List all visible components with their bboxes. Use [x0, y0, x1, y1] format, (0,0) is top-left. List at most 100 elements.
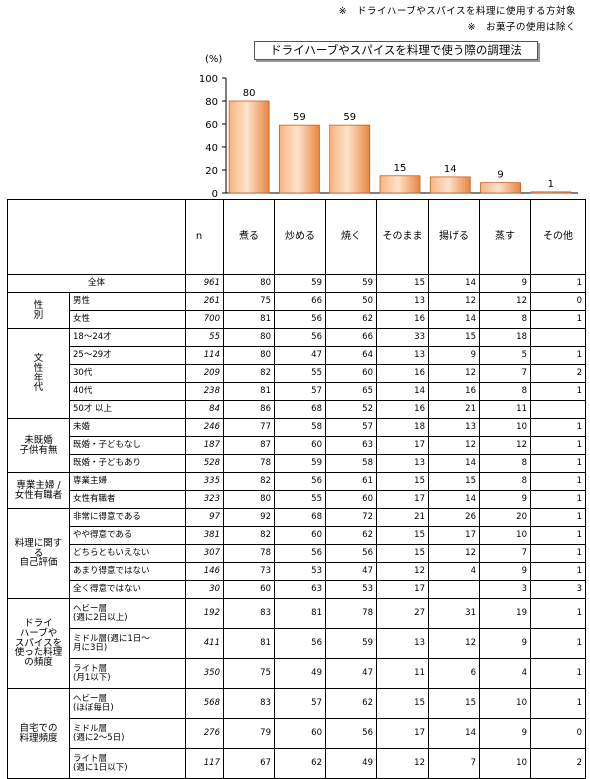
value-cell: 13 — [376, 292, 429, 311]
value-cell: 4 — [428, 562, 480, 581]
value-cell: 10 — [479, 688, 531, 719]
table-row: 専業主婦 / 女性有職者 専業主婦 335 82 56 61 15 15 8 1 — [7, 472, 586, 509]
header-焼く: 焼く — [325, 199, 377, 275]
value-cell: 82 — [223, 526, 275, 545]
value-cell: 9 — [479, 490, 531, 509]
value-cell: 62 — [274, 748, 326, 779]
value-cell: 14 — [428, 718, 480, 749]
y-tick-label: 100 — [199, 74, 218, 85]
sample-size: 114 — [185, 346, 224, 365]
value-cell: 10 — [479, 748, 531, 779]
header-炒める: 炒める — [274, 199, 326, 275]
value-cell: 33 — [376, 328, 429, 347]
sample-size: 323 — [185, 490, 224, 509]
value-cell: 82 — [223, 472, 275, 491]
footnote-target: ※ ドライハーブやスパイスを料理に使用する方対象 — [338, 6, 576, 17]
row-label: ヘビー層 (ほぼ毎日) — [69, 688, 186, 719]
value-cell: 12 — [428, 544, 480, 563]
value-cell: 26 — [428, 508, 480, 527]
value-cell: 86 — [223, 400, 275, 419]
value-cell: 60 — [274, 436, 326, 455]
value-cell: 17 — [376, 580, 429, 599]
row-label: ヘビー層 (週に2日以上) — [69, 598, 186, 629]
value-cell: 2 — [530, 748, 586, 779]
header-煮る: 煮る — [223, 199, 275, 275]
value-cell: 1 — [530, 472, 586, 491]
group-label: 専業主婦 / 女性有職者 — [7, 472, 70, 509]
group-label: ドライ ハーブや スパイスを 使った料理 の頻度 — [7, 598, 70, 689]
value-cell: 80 — [223, 490, 275, 509]
value-cell: 14 — [428, 274, 480, 293]
sample-size: 238 — [185, 382, 224, 401]
value-cell: 47 — [325, 658, 377, 689]
header-n: n — [185, 199, 224, 275]
value-cell: 56 — [274, 310, 326, 329]
value-cell: 18 — [479, 328, 531, 347]
footnote-exclusion: ※ お菓子の使用は除く — [467, 22, 576, 33]
data-label: 14 — [444, 164, 457, 175]
table-row: 未既婚 子供有無 未婚 246 77 58 57 18 13 10 1 — [7, 418, 586, 473]
row-label-total: 全体 — [7, 274, 186, 293]
value-cell: 21 — [376, 508, 429, 527]
row-label: 全く得意ではない — [69, 580, 186, 599]
data-label: 1 — [548, 179, 554, 190]
table-row: 女性有職者 323 80 55 60 17 14 9 1 — [8, 490, 586, 509]
value-cell: 57 — [274, 688, 326, 719]
value-cell: 87 — [223, 436, 275, 455]
sample-size: 187 — [185, 436, 224, 455]
value-cell: 11 — [376, 658, 429, 689]
value-cell: 1 — [530, 382, 586, 401]
value-cell: 55 — [274, 364, 326, 383]
data-label: 59 — [343, 112, 356, 123]
table-row: 全体 961 80 59 59 15 14 9 1 — [7, 274, 586, 293]
group-label: 未既婚 子供有無 — [7, 418, 70, 473]
table-row: 全く得意ではない 30 60 63 53 17 3 3 — [8, 580, 586, 599]
sample-size: 350 — [185, 658, 224, 689]
value-cell: 49 — [325, 748, 377, 779]
value-cell: 14 — [428, 310, 480, 329]
value-cell: 14 — [376, 382, 429, 401]
value-cell: 81 — [274, 598, 326, 629]
value-cell: 66 — [325, 328, 377, 347]
group-label: 自宅での 料理頻度 — [7, 688, 70, 779]
sample-size: 246 — [185, 418, 224, 437]
row-label: ライト層 (週に1日以下) — [69, 748, 186, 779]
bar-焼く — [329, 124, 371, 194]
value-cell: 1 — [530, 658, 586, 689]
value-cell: 81 — [223, 628, 275, 659]
table-row: 既婚・子どもあり 528 78 59 58 13 14 8 1 — [8, 454, 586, 473]
value-cell: 4 — [479, 658, 531, 689]
value-cell: 1 — [530, 544, 586, 563]
group-label: 性別 — [7, 292, 70, 329]
value-cell — [428, 580, 480, 599]
row-label: 未婚 — [69, 418, 186, 437]
value-cell: 14 — [428, 454, 480, 473]
table-row: 40代 238 81 57 65 14 16 8 1 — [8, 382, 586, 401]
row-label: 30代 — [69, 364, 186, 383]
sample-size: 276 — [185, 718, 224, 749]
value-cell: 11 — [479, 400, 531, 419]
sample-size: 528 — [185, 454, 224, 473]
sample-size: 381 — [185, 526, 224, 545]
value-cell: 15 — [376, 688, 429, 719]
value-cell: 81 — [223, 310, 275, 329]
value-cell: 62 — [325, 526, 377, 545]
value-cell — [530, 400, 586, 419]
sample-size: 84 — [185, 400, 224, 419]
table-row: やや得意である 381 82 60 62 15 17 10 1 — [8, 526, 586, 545]
sample-size: 307 — [185, 544, 224, 563]
sample-size: 146 — [185, 562, 224, 581]
table-row: 30代 209 82 55 60 16 12 7 2 — [8, 364, 586, 383]
row-label: 女性有職者 — [69, 490, 186, 509]
y-tick-label: 60 — [205, 120, 218, 131]
value-cell: 12 — [376, 748, 429, 779]
value-cell: 15 — [376, 472, 429, 491]
header-そのまま: そのまま — [376, 199, 429, 275]
value-cell: 8 — [479, 310, 531, 329]
table-row: 50才 以上 84 86 68 52 16 21 11 — [8, 400, 586, 419]
value-cell: 8 — [479, 454, 531, 473]
value-cell: 73 — [223, 562, 275, 581]
value-cell: 59 — [274, 274, 326, 293]
row-label: 男性 — [69, 292, 186, 311]
value-cell: 79 — [223, 718, 275, 749]
